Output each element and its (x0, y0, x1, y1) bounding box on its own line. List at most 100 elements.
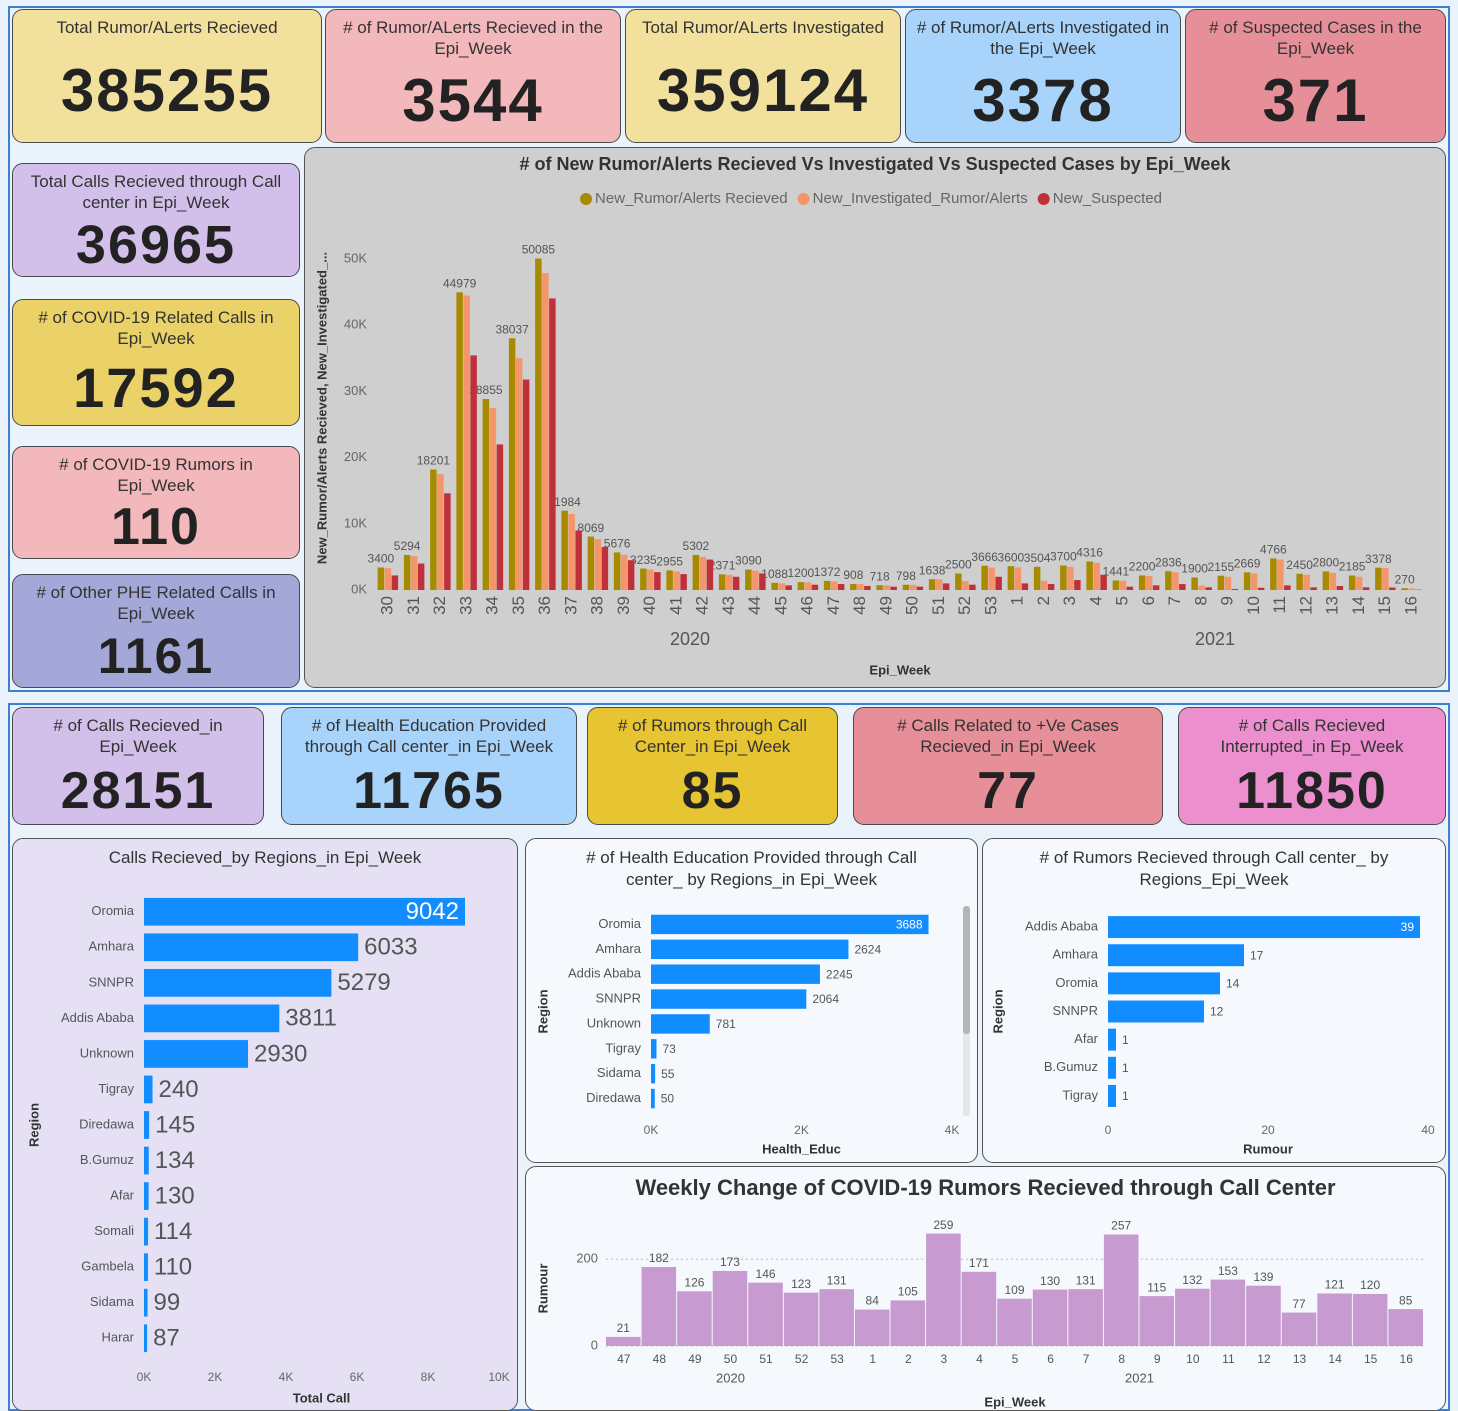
bar (1317, 1293, 1352, 1346)
bar (1388, 1309, 1423, 1346)
bar (673, 571, 680, 590)
bar (601, 546, 609, 590)
card-title: # of COVID-19 Related Calls in Epi_Week (38, 308, 274, 348)
x-tick-label: 3 (941, 1352, 948, 1366)
x-tick-label: 8 (1118, 1352, 1125, 1366)
data-label: 2185 (1339, 560, 1366, 574)
x-tick-label: 2 (1034, 596, 1053, 605)
bar (403, 554, 411, 590)
bar (456, 292, 463, 590)
card-title: # of Rumor/ALerts Recieved in the Epi_We… (343, 18, 603, 58)
legend-label: New_Suspected (1053, 190, 1162, 207)
kpi-card: # of Calls Recieved_in Epi_Week 28151 (12, 707, 264, 825)
bar (542, 273, 549, 590)
y-tick-label: 0 (591, 1337, 598, 1352)
data-label: 1638 (919, 563, 946, 577)
data-label: 2245 (826, 967, 853, 981)
x-tick-label: 33 (456, 596, 475, 615)
data-label: 84 (866, 1294, 880, 1308)
x-tick-label: 11 (1270, 596, 1289, 614)
x-tick-label: 6 (1047, 1352, 1054, 1366)
bar (752, 570, 759, 590)
bar (496, 444, 504, 590)
data-label: 173 (720, 1255, 740, 1269)
card-value: 36965 (75, 214, 237, 275)
data-label: 2624 (854, 942, 881, 956)
x-tick-label: 38 (588, 596, 607, 615)
x-tick-label: 4K (945, 1123, 960, 1137)
kpi-card: # of Rumor/ALerts Recieved in the Epi_We… (325, 9, 621, 143)
data-label: 1372 (814, 565, 841, 579)
x-group-label: 2021 (1195, 629, 1235, 649)
card-title: # of Health Education Provided through C… (304, 716, 554, 756)
data-label: 39 (1401, 920, 1415, 934)
y-tick-label: 10K (344, 515, 367, 530)
bar (811, 584, 819, 590)
bar (575, 530, 582, 590)
x-tick-label: 4K (279, 1370, 294, 1384)
x-tick-label: 52 (955, 596, 974, 615)
x-tick-label: 12 (1257, 1352, 1271, 1366)
card-value: 1161 (97, 627, 215, 684)
bar (1175, 1288, 1210, 1346)
bar (785, 585, 792, 590)
bar (916, 586, 924, 590)
bar (1021, 583, 1029, 590)
data-label: 3688 (896, 918, 923, 932)
bar (909, 584, 917, 590)
bar (1139, 1296, 1175, 1346)
data-label: 99 (154, 1289, 181, 1316)
data-label: 145 (155, 1111, 195, 1138)
bar (1074, 580, 1081, 590)
card-value: 17592 (73, 355, 239, 419)
data-label: 50 (661, 1092, 675, 1106)
x-tick-label: 3 (1060, 596, 1079, 605)
bar (651, 1014, 710, 1034)
bar (823, 580, 831, 590)
bar (1108, 1084, 1116, 1107)
data-label: 1 (1122, 1061, 1129, 1075)
bar (718, 574, 726, 590)
bar (489, 408, 497, 590)
x-tick-label: 47 (617, 1352, 631, 1366)
bar (1389, 587, 1396, 590)
bar (712, 1270, 748, 1346)
bar (144, 1075, 153, 1104)
x-tick-label: 45 (771, 596, 790, 615)
chart-title: # of Health Education Provided through C… (586, 848, 917, 889)
data-label: 5676 (604, 537, 631, 551)
data-label: 4316 (1076, 546, 1103, 560)
y-axis-label: Region (990, 989, 1005, 1033)
bar (1250, 573, 1258, 590)
bar (961, 1271, 997, 1346)
data-label: 3235 (630, 553, 657, 567)
x-tick-label: 15 (1364, 1352, 1378, 1366)
bar (1108, 1056, 1116, 1079)
data-label: 3666 (971, 550, 998, 564)
x-tick-label: 14 (1349, 596, 1368, 615)
bar (144, 1004, 280, 1033)
x-axis-label: Health_Educ (762, 1141, 841, 1156)
data-label: 1088 (761, 567, 788, 581)
bar (144, 1288, 148, 1317)
y-tick-label: Sidama (90, 1294, 135, 1309)
chart-panel: Calls Recieved_by Regions_in Epi_Week Tot… (12, 838, 518, 1411)
x-tick-label: 46 (798, 596, 817, 615)
bar (647, 569, 654, 590)
card-title: # Calls Related to +Ve Cases Recieved_in… (897, 716, 1119, 756)
y-tick-label: Addis Ababa (1025, 919, 1099, 934)
x-tick-label: 31 (404, 596, 423, 615)
chart-panel: # of Rumors Recieved through Call center… (982, 838, 1446, 1163)
data-label: 73 (662, 1042, 676, 1056)
bar (1152, 585, 1160, 590)
data-label: 17 (1250, 948, 1264, 962)
x-tick-label: 49 (876, 596, 895, 615)
data-label: 2450 (1286, 558, 1313, 572)
bar (804, 582, 812, 590)
bar (1303, 574, 1310, 590)
bar (692, 554, 700, 590)
bar (535, 258, 542, 590)
bar (864, 586, 871, 590)
kpi-card: # of COVID-19 Related Calls in Epi_Week 1… (12, 299, 300, 426)
